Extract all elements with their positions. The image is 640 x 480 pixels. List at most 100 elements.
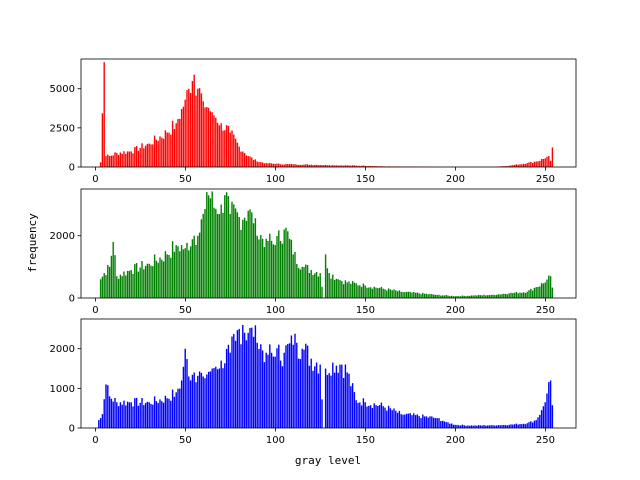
red-bar bbox=[144, 145, 147, 167]
green-bar bbox=[249, 209, 251, 298]
green-bar bbox=[472, 295, 474, 298]
red-bar bbox=[231, 130, 233, 167]
green-bar bbox=[335, 278, 338, 298]
red-bar bbox=[535, 161, 537, 167]
blue-bar bbox=[431, 416, 433, 428]
red-bar bbox=[171, 120, 174, 167]
x-tick-label: 200 bbox=[446, 174, 465, 185]
green-bar bbox=[546, 279, 548, 298]
green-bar bbox=[272, 244, 275, 298]
green-bar bbox=[510, 292, 512, 298]
green-bar bbox=[353, 282, 356, 298]
green-bar bbox=[539, 286, 541, 298]
blue-bar bbox=[335, 365, 338, 428]
green-bar bbox=[440, 295, 442, 298]
green-bar bbox=[443, 295, 446, 298]
red-bar bbox=[542, 159, 545, 167]
blue-bar bbox=[486, 425, 489, 428]
green-bar bbox=[441, 295, 444, 298]
red-bars bbox=[99, 62, 554, 167]
green-bar bbox=[425, 293, 428, 298]
blue-bar bbox=[161, 401, 163, 428]
red-bar bbox=[225, 125, 228, 167]
green-bar bbox=[164, 251, 167, 298]
red-bar bbox=[324, 164, 327, 167]
red-bar bbox=[267, 163, 269, 167]
green-bar bbox=[386, 290, 388, 298]
green-bar bbox=[548, 275, 550, 298]
blue-bar bbox=[173, 396, 176, 428]
blue-bar bbox=[180, 380, 183, 428]
green-bar bbox=[202, 213, 204, 298]
blue-channel-histogram: 0 50 100 150 200 250 0 1000 2000 bbox=[50, 318, 577, 446]
red-bar bbox=[504, 166, 507, 167]
green-bar bbox=[247, 210, 249, 298]
green-bar bbox=[180, 245, 183, 298]
green-bar bbox=[495, 294, 498, 298]
blue-bar bbox=[359, 402, 361, 428]
red-bar bbox=[130, 151, 132, 167]
red-bar bbox=[368, 166, 370, 167]
green-bar bbox=[141, 261, 143, 298]
red-bar bbox=[126, 151, 129, 167]
red-bar bbox=[242, 151, 244, 167]
green-bar bbox=[108, 266, 111, 298]
red-bar bbox=[308, 164, 311, 167]
blue-bar bbox=[344, 364, 347, 428]
blue-bar bbox=[287, 343, 289, 428]
red-bar bbox=[279, 164, 282, 167]
y-tick-label: 0 bbox=[69, 424, 75, 435]
green-bar bbox=[123, 271, 125, 298]
red-bar bbox=[195, 95, 197, 167]
blue-bar bbox=[479, 425, 482, 428]
red-bar bbox=[297, 164, 300, 167]
blue-bar bbox=[179, 388, 181, 428]
blue-bar bbox=[144, 402, 147, 428]
red-bar bbox=[182, 106, 185, 167]
green-bar bbox=[350, 283, 352, 298]
green-bar bbox=[238, 217, 240, 298]
green-bar bbox=[533, 287, 536, 298]
green-bar bbox=[357, 285, 359, 298]
red-bar bbox=[173, 129, 176, 167]
blue-bar bbox=[400, 414, 402, 428]
x-tick-label: 0 bbox=[92, 305, 98, 316]
red-bar bbox=[366, 166, 368, 167]
blue-bar bbox=[483, 425, 485, 428]
blue-bar bbox=[506, 425, 509, 428]
red-bar bbox=[157, 140, 159, 167]
red-bar bbox=[303, 164, 305, 167]
green-bar bbox=[209, 198, 212, 298]
blue-bar bbox=[332, 362, 334, 428]
blue-bar bbox=[204, 378, 206, 428]
x-tick-label: 150 bbox=[356, 174, 375, 185]
red-bar bbox=[123, 151, 125, 167]
green-bar bbox=[377, 288, 379, 298]
blue-bar bbox=[258, 348, 260, 428]
blue-bar bbox=[535, 420, 537, 428]
green-bar bbox=[260, 235, 262, 298]
red-bar bbox=[548, 156, 550, 167]
blue-bar bbox=[123, 400, 125, 428]
green-bar bbox=[310, 269, 312, 298]
green-bar bbox=[438, 294, 440, 298]
red-bar bbox=[155, 139, 158, 167]
red-bar bbox=[314, 164, 316, 167]
green-bar bbox=[267, 240, 269, 298]
blue-bar bbox=[413, 413, 415, 428]
red-bar bbox=[238, 146, 240, 167]
green-bar bbox=[224, 195, 226, 298]
red-bar bbox=[143, 148, 145, 167]
green-bar bbox=[287, 231, 289, 298]
blue-bar bbox=[164, 395, 167, 428]
red-bar bbox=[117, 154, 120, 167]
red-bar bbox=[227, 126, 230, 167]
y-tick-label: 2500 bbox=[50, 123, 75, 134]
blue-bar bbox=[441, 420, 444, 428]
green-bar bbox=[211, 191, 213, 298]
blue-bar bbox=[261, 350, 264, 428]
green-bar bbox=[488, 295, 491, 298]
blue-bar bbox=[337, 372, 339, 428]
green-bar bbox=[544, 282, 546, 298]
green-bar bbox=[479, 295, 482, 298]
